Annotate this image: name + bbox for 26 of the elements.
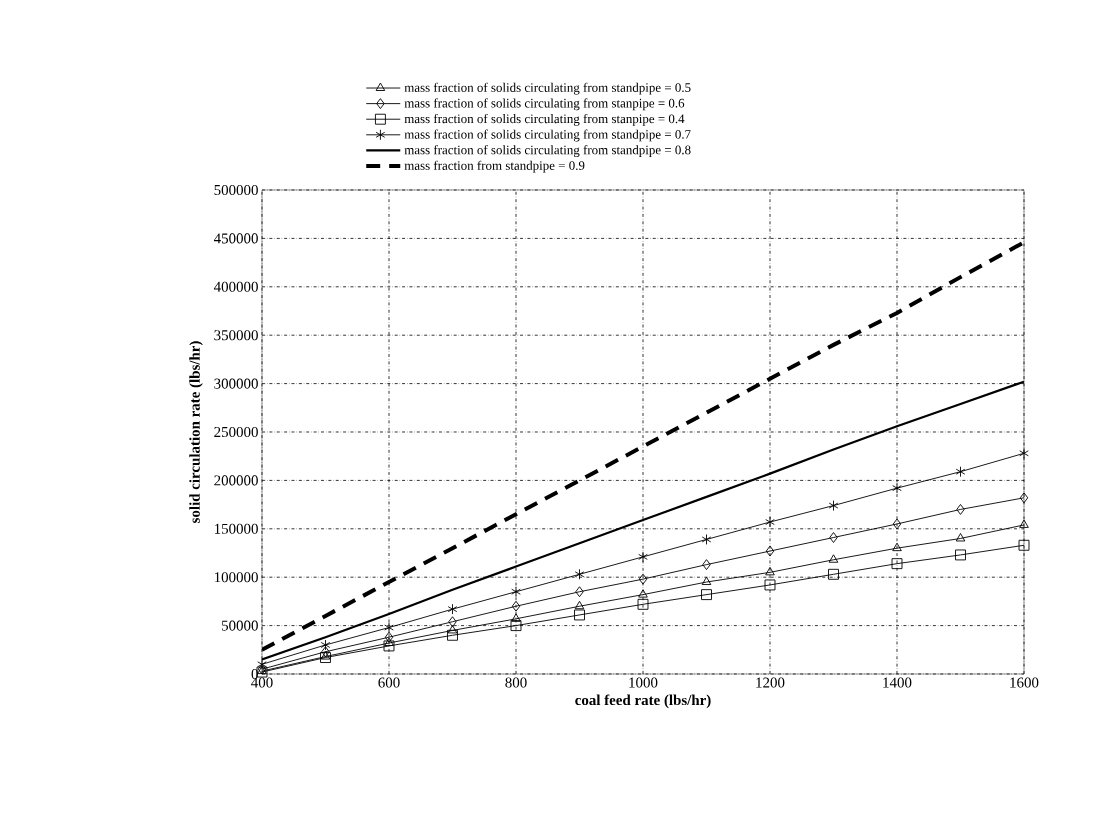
x-tick-label: 1000 xyxy=(629,677,658,688)
y-tick-label: 500000 xyxy=(214,184,258,196)
x-tick-label: 1400 xyxy=(883,677,912,688)
x-tick-label: 800 xyxy=(505,677,527,688)
legend-label: mass fraction of solids circulating from standpipe = 0.8 xyxy=(404,145,691,157)
y-tick-label: 100000 xyxy=(214,572,258,583)
legend-label: mass fraction from standpipe = 0.9 xyxy=(404,160,585,173)
legend-label: mass fraction of solids circulating from stanpipe = 0.6 xyxy=(404,98,685,111)
y-tick-label: 150000 xyxy=(214,523,258,534)
y-tick-label: 400000 xyxy=(213,281,258,292)
x-tick-label: 600 xyxy=(378,677,400,688)
legend-label: mass fraction of solids circulating from standpipe = 0.7 xyxy=(404,129,691,142)
y-tick-label: 50000 xyxy=(221,620,258,631)
y-tick-label: 300000 xyxy=(214,378,258,389)
y-tick-label: 250000 xyxy=(214,426,258,438)
x-tick-label: 400 xyxy=(251,677,273,688)
y-tick-label: 350000 xyxy=(214,330,258,341)
y-tick-label: 200000 xyxy=(214,475,258,486)
y-axis-title: solid circulation rate (lbs/hr) xyxy=(189,341,203,523)
x-tick-label: 1200 xyxy=(756,677,785,688)
legend-label: mass fraction of solids circulating from stanpipe = 0.4 xyxy=(404,113,685,126)
x-tick-label: 1600 xyxy=(1010,677,1039,688)
y-tick-label: 0 xyxy=(251,668,258,680)
legend-label: mass fraction of solids circulating from standpipe = 0.5 xyxy=(404,82,691,95)
y-tick-label: 450000 xyxy=(213,233,258,244)
x-axis-title: coal feed rate (lbs/hr) xyxy=(575,694,711,709)
